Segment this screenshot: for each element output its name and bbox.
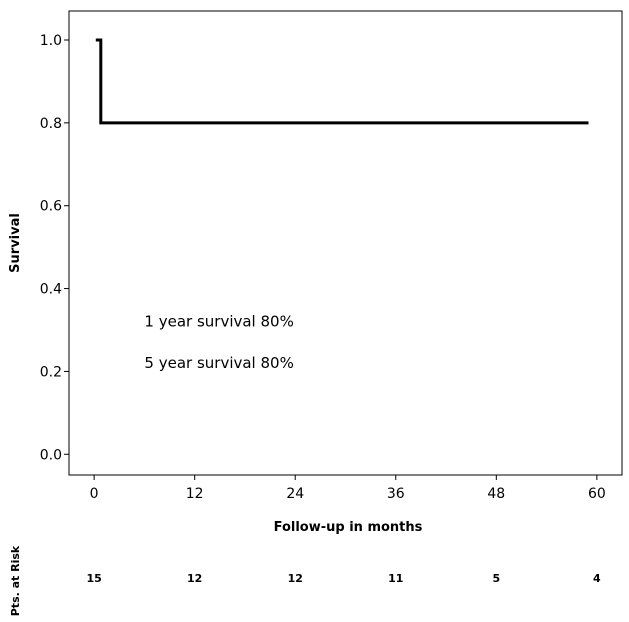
y-tick-label: 0.6 (40, 199, 62, 215)
y-tick-label: 0.4 (40, 282, 62, 298)
x-tick-label: 24 (286, 486, 304, 502)
survival-curves (95, 38, 589, 125)
plot-frame (68, 10, 623, 476)
at-risk-value: 12 (288, 572, 303, 585)
x-tick-label: 36 (387, 486, 405, 502)
y-tick-label: 0.2 (40, 364, 62, 380)
at-risk-label: Pts. at Risk (9, 545, 22, 616)
y-axis-ticks: 0.0 0.2 0.4 0.6 0.8 1.0 (40, 33, 69, 463)
x-axis-title: Follow-up in months (274, 520, 423, 535)
x-tick-label: 60 (588, 486, 606, 502)
annotation-text: 1 year survival 80% (144, 313, 293, 331)
annotations: 1 year survival 80% 5 year survival 80% (144, 313, 293, 372)
x-tick-label: 12 (186, 486, 204, 502)
y-axis-title: Survival (8, 213, 23, 273)
annotation-text: 5 year survival 80% (144, 354, 293, 372)
x-tick-label: 48 (487, 486, 505, 502)
survival-curve (95, 38, 589, 125)
at-risk-value: 15 (86, 572, 101, 585)
x-tick-label: 0 (90, 486, 99, 502)
at-risk-values: 15 12 12 11 5 4 (86, 572, 601, 585)
at-risk-value: 12 (187, 572, 202, 585)
at-risk-value: 5 (492, 572, 500, 585)
y-tick-label: 0.8 (40, 116, 62, 132)
at-risk-value: 11 (388, 572, 403, 585)
y-tick-label: 0.0 (40, 447, 62, 463)
x-axis-ticks: 0 12 24 36 48 60 (90, 475, 606, 502)
at-risk-value: 4 (593, 572, 601, 585)
y-tick-label: 1.0 (40, 33, 62, 49)
